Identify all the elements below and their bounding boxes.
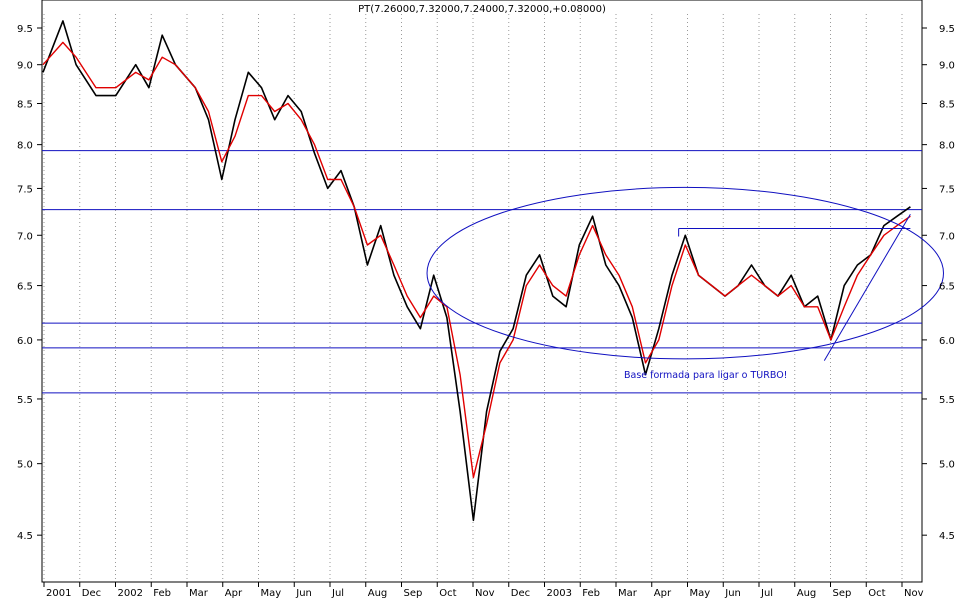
x-tick-label: Jul	[331, 588, 344, 599]
x-tick-label: 2001	[46, 588, 71, 599]
y-tick-label-right: 7.0	[939, 231, 955, 242]
x-tick-label: Feb	[582, 588, 600, 599]
annotations-overlay	[426, 186, 944, 361]
base-ellipse	[426, 186, 944, 360]
y-tick-label-right: 8.0	[939, 141, 955, 152]
x-tick-label: Oct	[439, 588, 456, 599]
x-tick-label: Mar	[189, 588, 209, 599]
y-tick-label-right: 7.5	[939, 184, 955, 195]
y-tick-label-left: 9.0	[17, 61, 33, 72]
y-axis-right: 9.5 9.0 8.5 8.0 7.5 7.0 6.5 6.0 5.5 5.0 4.5	[922, 24, 955, 542]
annotation-text: Base formada para ligar o TURBO!	[624, 370, 787, 381]
x-tick-label: Apr	[225, 588, 243, 599]
chart-title: PT(7.26000,7.32000,7.24000,7.32000,+0.08…	[358, 4, 606, 15]
y-tick-label-left: 7.5	[17, 184, 33, 195]
y-tick-label-left: 6.0	[17, 336, 33, 347]
plot-frame	[41, 0, 923, 583]
y-tick-label-left: 6.5	[17, 282, 33, 293]
x-tick-label: Apr	[654, 588, 672, 599]
y-tick-label-left: 5.0	[17, 460, 33, 471]
moving-average-line	[42, 41, 911, 479]
x-tick-label: Feb	[153, 588, 171, 599]
y-tick-label-left: 9.5	[17, 24, 33, 35]
y-tick-label-right: 8.5	[939, 99, 955, 110]
y-tick-label-right: 5.0	[939, 460, 955, 471]
y-tick-label-right: 9.5	[939, 24, 955, 35]
x-tick-label: Jun	[724, 588, 741, 599]
x-tick-label: Nov	[904, 588, 924, 599]
x-tick-label: Dec	[511, 588, 530, 599]
x-tick-label: Aug	[368, 588, 388, 599]
y-tick-label-left: 4.5	[17, 531, 33, 542]
y-tick-label-right: 6.5	[939, 282, 955, 293]
y-tick-label-right: 4.5	[939, 531, 955, 542]
x-tick-label: Oct	[868, 588, 885, 599]
y-tick-label-left: 5.5	[17, 395, 33, 406]
x-tick-label: May	[261, 588, 282, 599]
y-tick-label-right: 5.5	[939, 395, 955, 406]
y-tick-label-right: 6.0	[939, 336, 955, 347]
y-tick-label-left: 8.0	[17, 141, 33, 152]
x-tick-label: Jul	[760, 588, 773, 599]
trendline	[823, 214, 911, 361]
y-axis-left: 9.5 9.0 8.5 8.0 7.5 7.0 6.5 6.0 5.5 5.0 4.5	[17, 24, 42, 542]
y-tick-label-left: 7.0	[17, 231, 33, 242]
x-tick-label: Sep	[833, 588, 852, 599]
x-axis: 2001 Dec 2002 Feb Mar Apr May Jun Jul Aug Sep Oct No…	[43, 582, 924, 599]
x-tick-label: May	[690, 588, 711, 599]
x-tick-label: 2002	[118, 588, 143, 599]
x-tick-label: Aug	[797, 588, 817, 599]
x-gridlines	[43, 14, 903, 582]
x-tick-label: Sep	[404, 588, 423, 599]
x-tick-label: Jun	[295, 588, 312, 599]
x-tick-label: Nov	[475, 588, 495, 599]
x-tick-label: 2003	[547, 588, 572, 599]
x-tick-label: Dec	[82, 588, 101, 599]
y-tick-label-left: 8.5	[17, 99, 33, 110]
horizontal-levels	[42, 150, 922, 394]
x-tick-label: Mar	[618, 588, 638, 599]
price-series	[42, 20, 911, 522]
y-tick-label-right: 9.0	[939, 61, 955, 72]
